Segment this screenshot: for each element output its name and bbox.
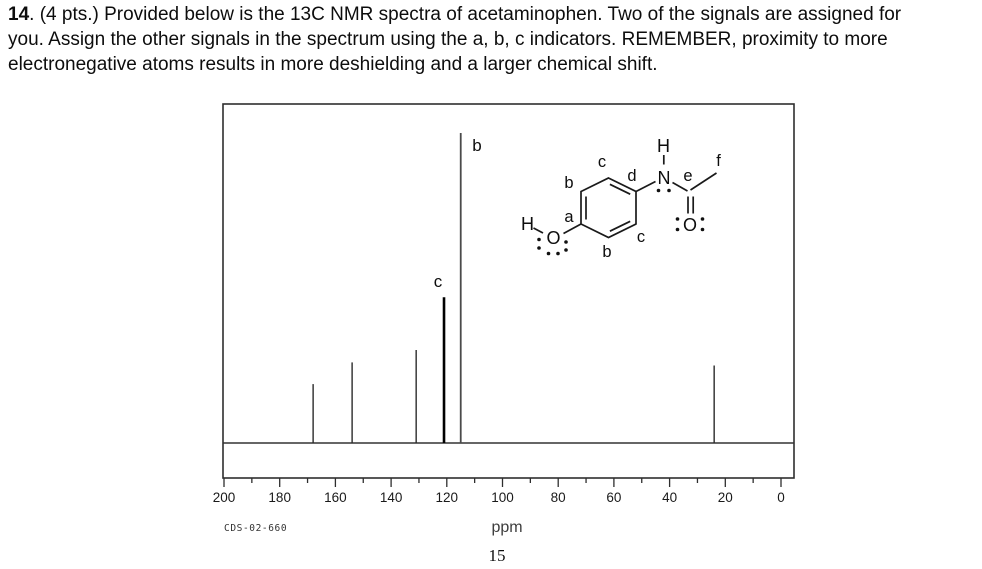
question-line1: . (4 pts.) Provided below is the 13C NMR… <box>29 4 902 25</box>
assignment-b-bottom: b <box>602 243 611 261</box>
question-line2: you. Assign the other signals in the spe… <box>8 29 888 50</box>
peak-assignment-label: b <box>472 136 481 155</box>
lone-pair-dot <box>700 227 705 232</box>
x-axis-tick-label: 80 <box>551 490 566 505</box>
assignment-a: a <box>564 208 574 226</box>
catalog-code: CDS-02-660 <box>224 523 287 534</box>
assignment-d: d <box>627 167 636 185</box>
ring-o-bond <box>563 223 582 235</box>
amide-n-label: N <box>658 168 671 188</box>
c-methyl-bond <box>690 172 717 191</box>
lone-pair-dot <box>564 248 568 252</box>
question-text: 14. (4 pts.) Provided below is the 13C N… <box>8 2 974 77</box>
question-line3: electronegative atoms results in more de… <box>8 54 658 75</box>
x-axis-tick-label: 140 <box>380 490 403 505</box>
x-axis-tick-label: 60 <box>606 490 621 505</box>
page-number: 15 <box>489 546 506 565</box>
lone-pair-dot <box>700 217 705 221</box>
x-axis-ticks <box>223 478 782 487</box>
lone-pair-dot <box>556 251 560 256</box>
lone-pair-dot <box>537 237 541 242</box>
peak-assignment-label: c <box>434 272 443 291</box>
hydroxyl-h-label: H <box>521 214 534 234</box>
lone-pair-dot <box>675 227 680 232</box>
ring-double-bond <box>609 220 631 232</box>
molecule-labels: H N O H O c d b a c b e f <box>521 136 721 261</box>
lone-pair-dot <box>675 217 680 221</box>
x-axis-tick-label: 160 <box>324 490 347 505</box>
x-axis-tick-label: 200 <box>213 490 236 505</box>
lone-pair-dot <box>564 240 568 244</box>
x-axis-unit-label: ppm <box>491 519 522 536</box>
x-axis-tick-label: 120 <box>436 490 459 505</box>
x-axis-tick-label: 40 <box>662 490 677 505</box>
x-axis-tick-label: 180 <box>268 490 291 505</box>
question-number: 14 <box>8 4 30 25</box>
x-axis-tick-label: 100 <box>491 490 514 505</box>
lone-pair-dot <box>537 246 541 250</box>
assignment-f: f <box>716 152 721 170</box>
x-axis-tick-labels: 200 180 160 140 120 100 80 60 40 20 0 <box>213 490 785 505</box>
assignment-c-bottom: c <box>637 228 645 246</box>
lone-pair-dot <box>667 188 671 193</box>
molecule-structure <box>533 155 717 239</box>
hydroxyl-o-label: O <box>546 228 560 248</box>
ring-double-bond <box>609 183 631 195</box>
x-axis-tick-label: 20 <box>718 490 733 505</box>
o-h-bond <box>533 227 544 234</box>
x-axis-tick-label: 0 <box>777 490 785 505</box>
lone-pair-dot <box>546 251 551 256</box>
amide-h-label: H <box>657 136 670 156</box>
assignment-b-left: b <box>564 174 573 192</box>
spectrum-frame <box>222 103 795 479</box>
molecule-lone-pair-dots <box>537 188 705 256</box>
carbonyl-o-label: O <box>683 215 697 235</box>
n-c-bond <box>672 181 688 192</box>
assignment-c-top: c <box>598 153 606 171</box>
assignment-e: e <box>683 167 692 185</box>
nmr-peaks: cb <box>312 133 715 443</box>
ring-n-bond <box>635 180 656 193</box>
lone-pair-dot <box>656 188 661 193</box>
